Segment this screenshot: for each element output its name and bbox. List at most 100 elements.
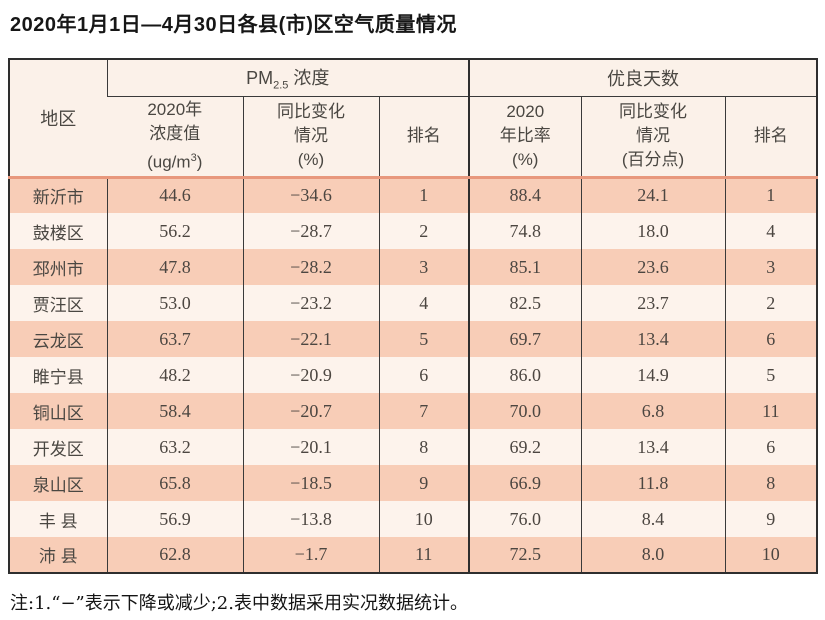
good-days-rank-cell: 5: [724, 357, 818, 393]
header-line: 同比变化: [619, 102, 688, 121]
pm-concentration-cell: 47.8: [106, 249, 243, 285]
region-cell: 贾汪区: [9, 285, 107, 321]
good-days-rank-cell: 4: [724, 213, 818, 249]
sub-header-row: 2020年 浓度值 (ug/m3) 同比变化 情况 (%) 排名 2020 年比…: [9, 96, 818, 179]
region-cell: 邳州市: [9, 249, 107, 285]
table-row: 泉山区 65.8 −18.5 9 66.9 11.8 8: [9, 465, 818, 501]
good-days-ratio-cell: 86.0: [468, 357, 582, 393]
good-days-rank-cell: 9: [724, 501, 818, 537]
rank-header-label: 排名: [753, 126, 788, 145]
pm-rank-cell: 3: [378, 249, 470, 285]
pm-rank-cell: 11: [378, 537, 470, 573]
pm-rank-cell: 6: [378, 357, 470, 393]
pm-change-cell: −34.6: [242, 177, 379, 213]
pm25-label-suffix: 浓度: [288, 67, 330, 88]
good-days-change-cell: 11.8: [580, 465, 726, 501]
good-days-change-cell: 6.8: [580, 393, 726, 429]
group-header-good-days: 优良天数: [468, 59, 818, 97]
region-cell: 开发区: [9, 429, 107, 465]
pm-concentration-cell: 65.8: [106, 465, 243, 501]
header-line: 情况: [294, 126, 328, 145]
unit-superscript: 3: [190, 151, 197, 164]
good-days-rank-cell: 6: [724, 429, 818, 465]
header-line: (百分点): [621, 150, 685, 169]
table-header: 地区 PM2.5 浓度 优良天数 2020年 浓度值 (ug/m3) 同比变化 …: [9, 59, 818, 179]
group-header-pm25: PM2.5 浓度: [106, 59, 470, 97]
good-days-change-cell: 23.7: [580, 285, 726, 321]
header-line: 2020年: [147, 99, 203, 119]
pm-change-cell: −18.5: [242, 465, 379, 501]
table-row: 邳州市 47.8 −28.2 3 85.1 23.6 3: [9, 249, 818, 285]
region-cell: 沛 县: [9, 537, 107, 573]
good-days-change-cell: 24.1: [580, 177, 726, 213]
region-cell: 睢宁县: [9, 357, 107, 393]
good-days-ratio-cell: 88.4: [468, 177, 582, 213]
pm-concentration-cell: 56.9: [106, 501, 243, 537]
region-cell: 丰 县: [9, 501, 107, 537]
pm-rank-cell: 1: [378, 177, 470, 213]
air-quality-table: 地区 PM2.5 浓度 优良天数 2020年 浓度值 (ug/m3) 同比变化 …: [8, 58, 819, 574]
good-days-change-cell: 13.4: [580, 429, 726, 465]
pm-change-cell: −20.1: [242, 429, 379, 465]
pm25-subscript: 2.5: [273, 79, 289, 92]
header-line: 同比变化: [277, 102, 345, 121]
column-header-pm-rank: 排名: [378, 96, 470, 179]
region-header-label: 地区: [40, 108, 77, 129]
good-days-ratio-cell: 82.5: [468, 285, 582, 321]
pm-concentration-cell: 63.7: [106, 321, 243, 357]
header-line-unit: (ug/m3): [107, 146, 243, 175]
good-days-ratio-cell: 74.8: [468, 213, 582, 249]
pm-concentration-cell: 62.8: [106, 537, 243, 573]
column-header-good-ratio: 2020 年比率 (%): [468, 96, 582, 179]
good-days-ratio-cell: 69.7: [468, 321, 582, 357]
region-cell: 鼓楼区: [9, 213, 107, 249]
header-line: 2020: [506, 102, 545, 121]
good-days-change-cell: 8.4: [580, 501, 726, 537]
pm-change-cell: −28.7: [242, 213, 379, 249]
pm-change-cell: −20.7: [242, 393, 379, 429]
pm-rank-cell: 10: [378, 501, 470, 537]
good-days-label: 优良天数: [607, 68, 680, 89]
header-line: 情况: [636, 126, 671, 145]
column-header-region: 地区: [9, 59, 107, 179]
pm-concentration-cell: 44.6: [106, 177, 243, 213]
table-row: 开发区 63.2 −20.1 8 69.2 13.4 6: [9, 429, 818, 465]
good-days-rank-cell: 2: [724, 285, 818, 321]
pm-change-cell: −1.7: [242, 537, 379, 573]
column-header-pm-change: 同比变化 情况 (%): [242, 96, 379, 179]
header-line: 浓度值: [149, 123, 201, 143]
rank-header-label: 排名: [406, 126, 441, 145]
table-row: 丰 县 56.9 −13.8 10 76.0 8.4 9: [9, 501, 818, 537]
region-cell: 铜山区: [9, 393, 107, 429]
pm-concentration-cell: 56.2: [106, 213, 243, 249]
pm-rank-cell: 7: [378, 393, 470, 429]
good-days-ratio-cell: 70.0: [468, 393, 582, 429]
good-days-ratio-cell: 72.5: [468, 537, 582, 573]
page-title: 2020年1月1日—4月30日各县(市)区空气质量情况: [10, 14, 457, 36]
pm-rank-cell: 9: [378, 465, 470, 501]
good-days-ratio-cell: 69.2: [468, 429, 582, 465]
good-days-change-cell: 8.0: [580, 537, 726, 573]
good-days-change-cell: 14.9: [580, 357, 726, 393]
pm-concentration-cell: 48.2: [106, 357, 243, 393]
pm-rank-cell: 8: [378, 429, 470, 465]
table-row: 云龙区 63.7 −22.1 5 69.7 13.4 6: [9, 321, 818, 357]
pm-concentration-cell: 53.0: [106, 285, 243, 321]
pm-concentration-cell: 63.2: [106, 429, 243, 465]
good-days-change-cell: 13.4: [580, 321, 726, 357]
good-days-ratio-cell: 85.1: [468, 249, 582, 285]
good-days-ratio-cell: 66.9: [468, 465, 582, 501]
region-cell: 新沂市: [9, 177, 107, 213]
good-days-rank-cell: 10: [724, 537, 818, 573]
pm-rank-cell: 2: [378, 213, 470, 249]
good-days-rank-cell: 3: [724, 249, 818, 285]
header-line: (%): [297, 150, 325, 169]
footnote: 注:1.“−”表示下降或减少;2.表中数据采用实况数据统计。: [10, 593, 468, 614]
header-line: (%): [512, 150, 539, 169]
pm-change-cell: −20.9: [242, 357, 379, 393]
good-days-rank-cell: 11: [724, 393, 818, 429]
good-days-rank-cell: 1: [724, 177, 818, 213]
pm-change-cell: −13.8: [242, 501, 379, 537]
table-row: 鼓楼区 56.2 −28.7 2 74.8 18.0 4: [9, 213, 818, 249]
